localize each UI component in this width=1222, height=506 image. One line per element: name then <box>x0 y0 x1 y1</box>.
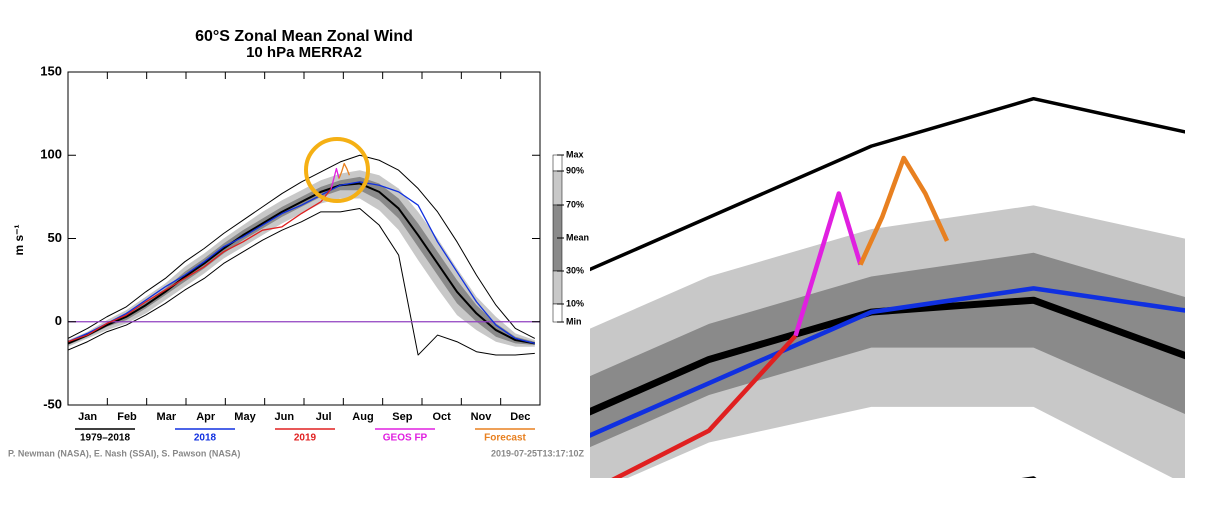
y-tick-label: 50 <box>48 230 62 245</box>
x-tick-label: May <box>234 411 256 423</box>
x-tick-label: Dec <box>510 411 530 423</box>
y-tick-label: 150 <box>40 63 62 78</box>
percentile-key <box>552 154 563 172</box>
zoom-panel <box>590 96 1185 478</box>
min-line <box>1021 476 1037 478</box>
series-line <box>68 188 332 343</box>
plot-frame <box>67 71 541 406</box>
x-tick-label: Aug <box>352 411 373 423</box>
chart-subtitle: 10 hPa MERRA2 <box>246 44 362 61</box>
x-tick-label: Jun <box>275 411 295 423</box>
y-tick-label: 100 <box>40 147 62 162</box>
legend-label: Forecast <box>484 433 526 444</box>
percentile-key-label: Max <box>566 149 584 159</box>
legend-label: GEOS FP <box>383 433 428 444</box>
percentile-key-label: Mean <box>566 232 589 242</box>
timestamp: 2019-07-25T13:17:10Z <box>491 448 585 458</box>
x-tick-label: Oct <box>432 411 451 423</box>
legend-label: 2019 <box>294 433 317 444</box>
series-line <box>338 162 350 179</box>
legend-label: 1979–2018 <box>80 433 130 444</box>
percentile-key <box>552 270 563 305</box>
percentile-key-label: 90% <box>566 165 584 175</box>
series-line <box>330 167 340 189</box>
x-tick-label: Feb <box>117 411 137 423</box>
x-tick-label: Apr <box>196 411 216 423</box>
percentile-key-label: Min <box>566 316 582 326</box>
legend-label: 2018 <box>194 433 217 444</box>
percentile-key-label: 30% <box>566 265 584 275</box>
series-line <box>793 191 863 337</box>
chart-title: 60°S Zonal Mean Zonal Wind <box>195 28 413 45</box>
percentile-key <box>552 303 563 323</box>
percentile-key <box>552 170 563 206</box>
highlight-circle <box>304 137 370 203</box>
x-tick-label: Sep <box>392 411 412 423</box>
plot-area <box>68 154 540 356</box>
x-tick-label: Mar <box>157 411 177 423</box>
percentile-key-label: 70% <box>566 199 584 209</box>
percentile-band <box>590 205 1185 478</box>
y-axis-label: m s⁻¹ <box>12 224 26 255</box>
y-tick-label: 0 <box>55 313 62 328</box>
x-tick-label: Jan <box>78 411 97 423</box>
mean-line <box>68 182 535 345</box>
max-line <box>68 154 536 339</box>
percentile-band <box>68 170 535 347</box>
series-line <box>68 181 535 345</box>
series-line <box>858 155 950 266</box>
percentile-key-label: 10% <box>566 298 584 308</box>
min-line <box>68 208 535 356</box>
credits: P. Newman (NASA), E. Nash (SSAI), S. Paw… <box>8 448 240 458</box>
y-tick-label: -50 <box>43 396 62 411</box>
x-tick-label: Jul <box>316 411 332 423</box>
x-tick-label: Nov <box>471 411 493 423</box>
percentile-band <box>68 176 535 346</box>
